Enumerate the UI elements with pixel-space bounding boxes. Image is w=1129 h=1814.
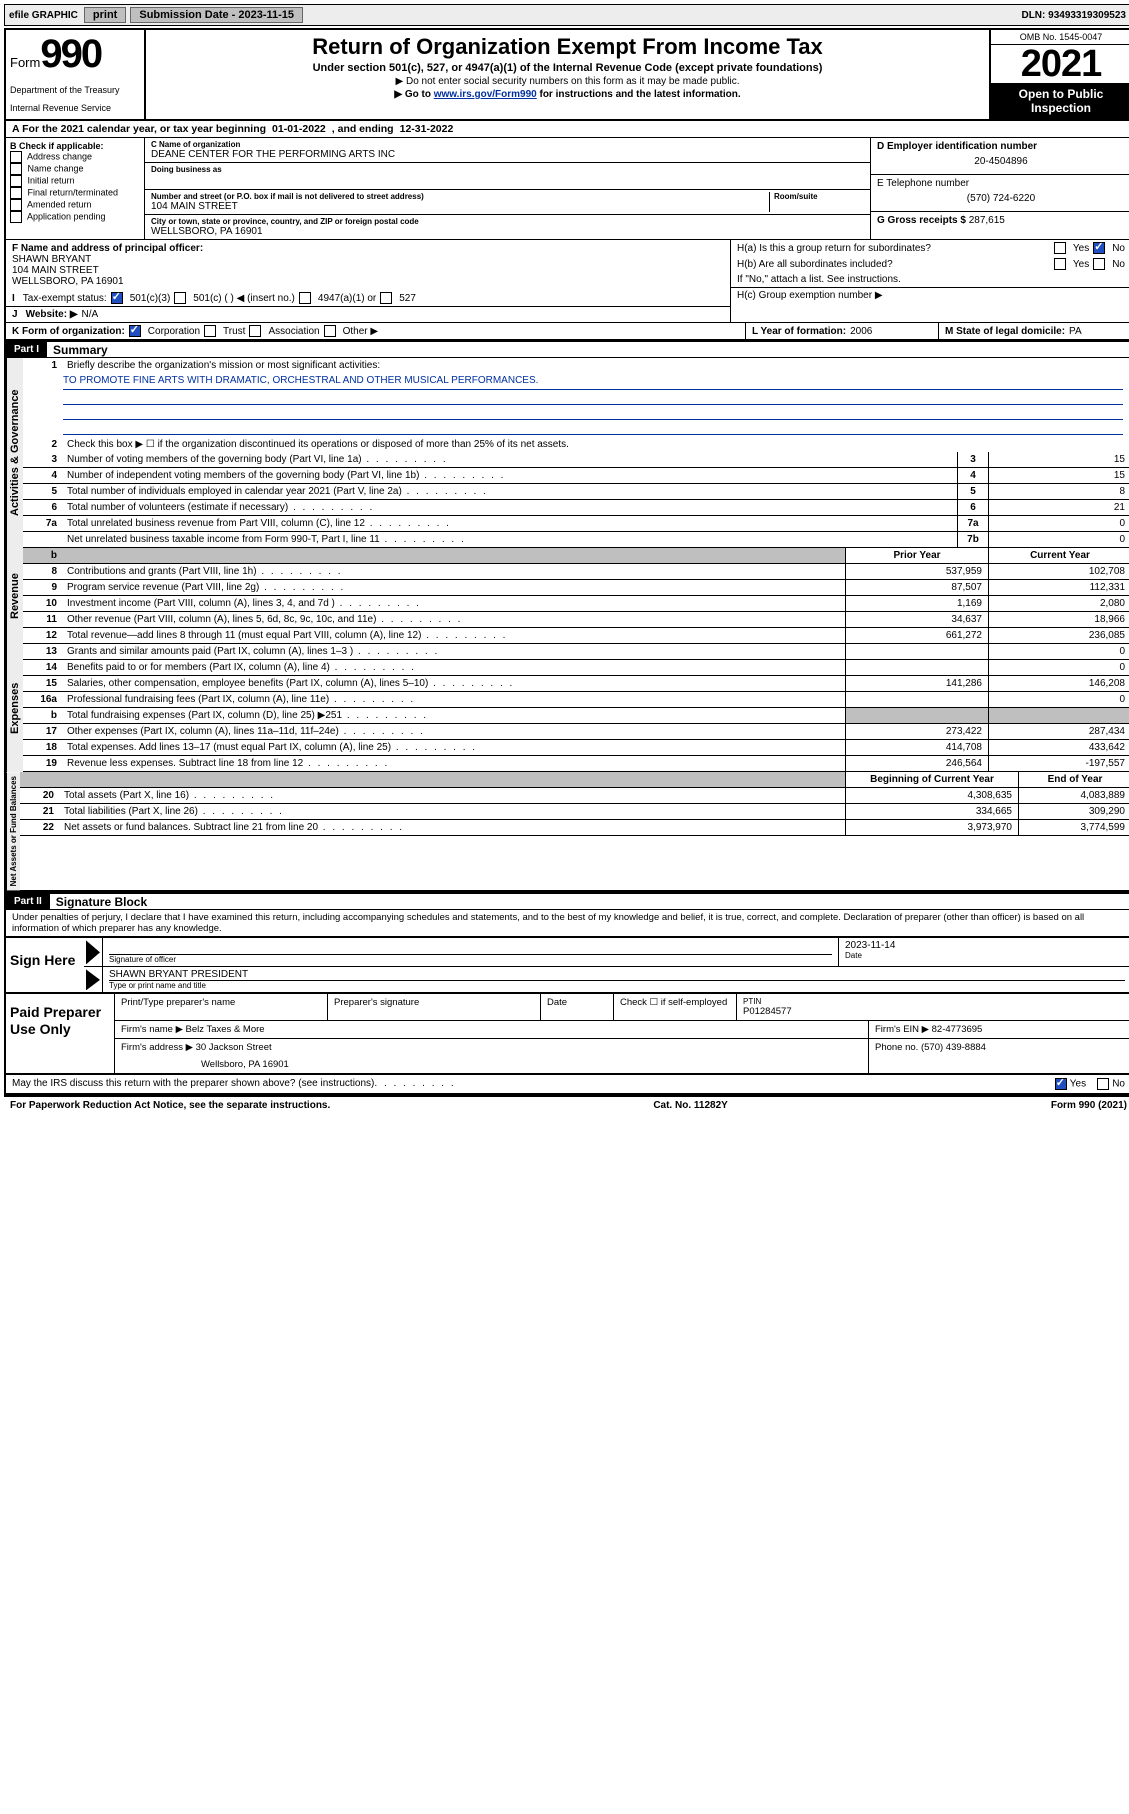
tab-governance: Activities & Governance — [6, 358, 23, 548]
cat-number: Cat. No. 11282Y — [653, 1100, 727, 1111]
tab-revenue: Revenue — [6, 548, 23, 644]
block-b: B Check if applicable: Address change Na… — [6, 138, 145, 239]
klm-row: K Form of organization: Corporation Trus… — [6, 323, 1129, 340]
tax-year: 2021 — [991, 45, 1129, 83]
check-ha-yes[interactable] — [1054, 242, 1066, 254]
paid-preparer-block: Paid Preparer Use Only Print/Type prepar… — [6, 992, 1129, 1075]
tab-expenses: Expenses — [6, 644, 23, 772]
sign-arrow-icon — [86, 940, 100, 964]
block-c: C Name of organization DEANE CENTER FOR … — [145, 138, 870, 239]
summary-governance: Activities & Governance 1 Briefly descri… — [6, 358, 1129, 548]
summary-revenue: Revenue b Prior Year Current Year 8Contr… — [6, 548, 1129, 644]
form-header: Form990 Department of the Treasury Inter… — [6, 30, 1129, 121]
officer-name: SHAWN BRYANT — [12, 254, 724, 265]
check-name-change[interactable] — [10, 163, 22, 175]
check-corp[interactable] — [129, 325, 141, 337]
form-container: Form990 Department of the Treasury Inter… — [4, 28, 1129, 1097]
top-toolbar: efile GRAPHIC print Submission Date - 20… — [4, 4, 1129, 26]
telephone: (570) 724-6220 — [877, 189, 1125, 208]
tab-netassets: Net Assets or Fund Balances — [6, 772, 20, 890]
firm-name: Belz Taxes & More — [186, 1024, 265, 1035]
perjury-declaration: Under penalties of perjury, I declare th… — [6, 910, 1129, 936]
org-name: DEANE CENTER FOR THE PERFORMING ARTS INC — [151, 149, 864, 160]
form-ref: Form 990 (2021) — [1051, 1100, 1127, 1111]
check-501c[interactable] — [174, 292, 186, 304]
sign-arrow-icon — [86, 969, 100, 990]
check-4947[interactable] — [299, 292, 311, 304]
irs-label: Internal Revenue Service — [10, 103, 140, 113]
part1-header: Part I Summary — [6, 340, 1129, 358]
check-501c3[interactable] — [111, 292, 123, 304]
open-inspection-badge: Open to Public Inspection — [991, 83, 1129, 119]
discuss-row: May the IRS discuss this return with the… — [6, 1075, 1129, 1095]
identity-block: B Check if applicable: Address change Na… — [6, 138, 1129, 240]
ptin: P01284577 — [743, 1006, 1125, 1017]
dln-label: DLN: 93493319309523 — [1021, 10, 1129, 21]
instructions-link[interactable]: www.irs.gov/Form990 — [434, 89, 537, 100]
ein: 20-4504896 — [877, 152, 1125, 171]
check-hb-no[interactable] — [1093, 258, 1105, 270]
block-deg: D Employer identification number 20-4504… — [870, 138, 1129, 239]
print-button[interactable]: print — [84, 7, 126, 23]
year-cell: OMB No. 1545-0047 2021 Open to Public In… — [989, 30, 1129, 119]
check-527[interactable] — [380, 292, 392, 304]
form-title: Return of Organization Exempt From Incom… — [152, 34, 983, 60]
title-cell: Return of Organization Exempt From Incom… — [146, 30, 989, 119]
ty-end: 12-31-2022 — [400, 123, 454, 135]
officer-signed-name: SHAWN BRYANT PRESIDENT — [109, 969, 1125, 981]
check-assoc[interactable] — [249, 325, 261, 337]
ssn-note: ▶ Do not enter social security numbers o… — [152, 76, 983, 87]
website: N/A — [82, 309, 99, 320]
officer-block: F Name and address of principal officer:… — [6, 240, 1129, 323]
check-discuss-yes[interactable] — [1055, 1078, 1067, 1090]
check-amended-return[interactable] — [10, 199, 22, 211]
ty-begin: 01-01-2022 — [272, 123, 326, 135]
sign-here-block: Sign Here Signature of officer 2023-11-1… — [6, 936, 1129, 992]
mission-text: TO PROMOTE FINE ARTS WITH DRAMATIC, ORCH… — [63, 375, 1123, 390]
form-subtitle: Under section 501(c), 527, or 4947(a)(1)… — [152, 62, 983, 74]
check-hb-yes[interactable] — [1054, 258, 1066, 270]
street-address: 104 MAIN STREET — [151, 201, 769, 212]
tax-year-row: A For the 2021 calendar year, or tax yea… — [6, 121, 1129, 138]
check-trust[interactable] — [204, 325, 216, 337]
form-label: Form — [10, 55, 40, 70]
check-final-return-terminated[interactable] — [10, 187, 22, 199]
form-number: 990 — [40, 32, 101, 76]
submission-date-button[interactable]: Submission Date - 2023-11-15 — [130, 7, 303, 23]
year-formation: 2006 — [850, 326, 872, 337]
check-ha-no[interactable] — [1093, 242, 1105, 254]
part2-header: Part II Signature Block — [6, 892, 1129, 910]
firm-phone: (570) 439-8884 — [921, 1042, 986, 1053]
summary-expenses: Expenses 13Grants and similar amounts pa… — [6, 644, 1129, 772]
form-id-cell: Form990 Department of the Treasury Inter… — [6, 30, 146, 119]
check-application-pending[interactable] — [10, 211, 22, 223]
domicile-state: PA — [1069, 326, 1082, 337]
check-address-change[interactable] — [10, 151, 22, 163]
firm-ein: 82-4773695 — [932, 1024, 983, 1035]
dept-label: Department of the Treasury — [10, 85, 140, 95]
page-footer: For Paperwork Reduction Act Notice, see … — [4, 1097, 1129, 1114]
check-discuss-no[interactable] — [1097, 1078, 1109, 1090]
sign-date: 2023-11-14 — [845, 940, 1125, 951]
efile-label: efile GRAPHIC — [5, 10, 82, 21]
check-other[interactable] — [324, 325, 336, 337]
gross-receipts: 287,615 — [969, 215, 1005, 226]
city-state-zip: WELLSBORO, PA 16901 — [151, 226, 864, 237]
check-initial-return[interactable] — [10, 175, 22, 187]
summary-netassets: Net Assets or Fund Balances Beginning of… — [6, 772, 1129, 892]
instructions-note: ▶ Go to www.irs.gov/Form990 for instruct… — [152, 89, 983, 100]
